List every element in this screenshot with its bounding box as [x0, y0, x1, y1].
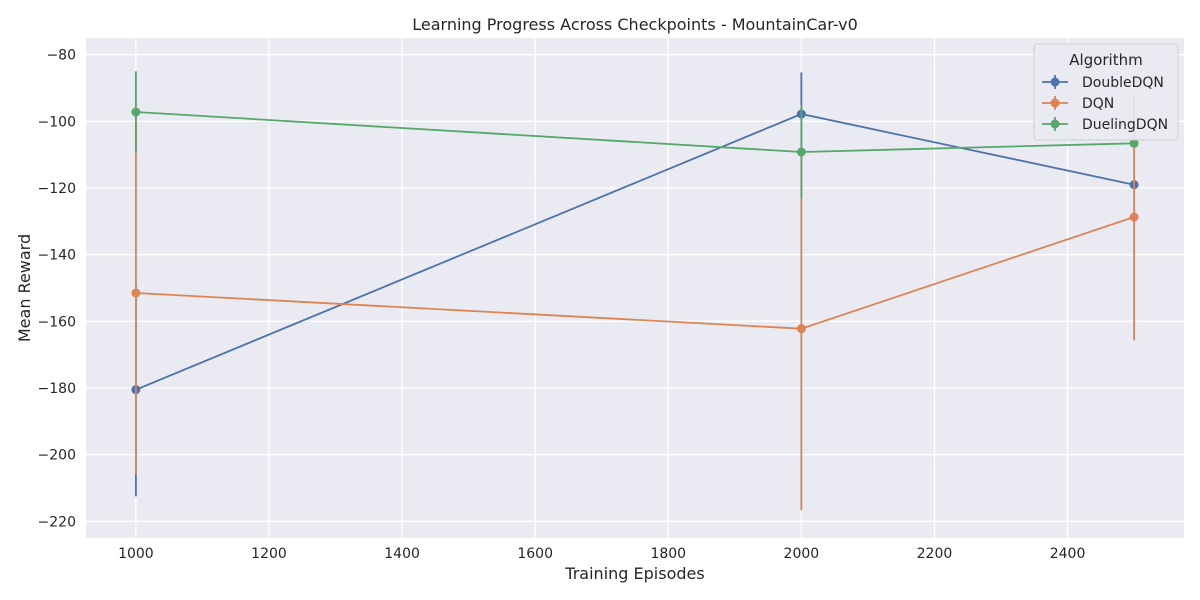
data-point [796, 324, 806, 334]
y-tick-labels: −80 −100 −120 −140 −160 −180 −200 −220 [38, 48, 76, 531]
x-tick-label: 1800 [650, 546, 686, 562]
x-tick-label: 1200 [251, 546, 287, 562]
data-point [1129, 212, 1139, 222]
y-tick-label: −80 [46, 48, 76, 64]
y-gridlines [86, 54, 1184, 522]
data-point [796, 147, 806, 157]
y-tick-label: −100 [38, 114, 76, 130]
x-tick-label: 2000 [784, 546, 820, 562]
x-tick-label: 1400 [384, 546, 420, 562]
legend-title: Algorithm [1069, 51, 1142, 69]
legend-box [1033, 43, 1179, 141]
y-tick-label: −200 [38, 448, 76, 464]
y-tick-label: −140 [38, 248, 76, 264]
x-tick-label: 1600 [517, 546, 553, 562]
series-duelingdqn [131, 71, 1139, 199]
legend-swatch-marker [1050, 119, 1060, 129]
x-tick-label: 1000 [118, 546, 154, 562]
x-tick-labels: 1000 1200 1400 1600 1800 2000 2200 2400 [118, 546, 1085, 562]
legend-entry-doubledqn: DoubleDQN [1042, 75, 1164, 91]
data-point [131, 288, 141, 298]
legend-swatch-marker [1050, 98, 1060, 108]
legend-label: DoubleDQN [1082, 75, 1164, 91]
legend-entries: DoubleDQN DQN DuelingDQN [1042, 75, 1168, 133]
legend-swatch-marker [1050, 77, 1060, 87]
y-tick-label: −120 [38, 181, 76, 197]
x-axis-label: Training Episodes [564, 564, 704, 583]
data-point [1129, 138, 1139, 148]
legend-label: DuelingDQN [1082, 117, 1168, 133]
x-tick-label: 2200 [917, 546, 953, 562]
legend: Algorithm DoubleDQN DQN DuelingDQN [1033, 43, 1179, 141]
x-tick-label: 2400 [1050, 546, 1086, 562]
legend-entry-dqn: DQN [1042, 96, 1114, 112]
y-axis-label: Mean Reward [15, 234, 34, 342]
legend-label: DQN [1082, 96, 1114, 112]
chart-title: Learning Progress Across Checkpoints - M… [412, 15, 858, 34]
y-tick-label: −180 [38, 381, 76, 397]
y-tick-label: −160 [38, 314, 76, 330]
legend-entry-duelingdqn: DuelingDQN [1042, 117, 1168, 133]
series-layer [131, 71, 1139, 511]
plot-area [86, 38, 1184, 538]
data-point [131, 107, 141, 117]
y-tick-label: −220 [38, 514, 76, 530]
